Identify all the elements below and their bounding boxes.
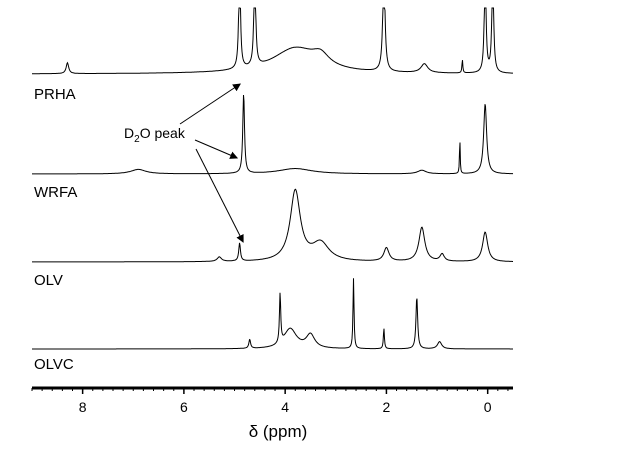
spectrum-line-olvc — [32, 278, 513, 350]
spectrum-line-wrfa — [32, 94, 514, 175]
spectrum-line-olv — [32, 188, 513, 263]
annotation-label-main: D — [124, 125, 134, 141]
x-tick-label: 6 — [180, 399, 188, 415]
annotation-arrows — [179, 83, 244, 243]
annotation-d2o-peak: D2O peak — [124, 83, 244, 243]
x-tick-label: 2 — [383, 399, 391, 415]
series-label-olv: OLV — [34, 272, 63, 289]
annotation-arrow-1 — [179, 83, 241, 125]
x-tick-label: 0 — [484, 399, 492, 415]
x-tick-label: 4 — [281, 399, 289, 415]
annotation-label-subscript: 2 — [134, 134, 140, 145]
annotation-arrow-2 — [194, 139, 239, 159]
spectra-layer — [32, 7, 514, 350]
annotation-arrow-3 — [195, 148, 244, 243]
x-axis-title: δ (ppm) — [249, 422, 308, 441]
x-tick-label: 8 — [79, 399, 87, 415]
annotation-label: D2O peak — [124, 125, 186, 145]
spectrum-line-prha — [32, 7, 513, 75]
annotation-label-rest: O peak — [140, 125, 186, 141]
series-label-olvc: OLVC — [34, 356, 74, 373]
x-axis: 8 6 4 2 0 — [31, 386, 513, 415]
series-labels: PRHA WRFA OLV OLVC — [34, 86, 77, 373]
series-label-prha: PRHA — [34, 86, 76, 103]
series-label-wrfa: WRFA — [34, 184, 77, 201]
